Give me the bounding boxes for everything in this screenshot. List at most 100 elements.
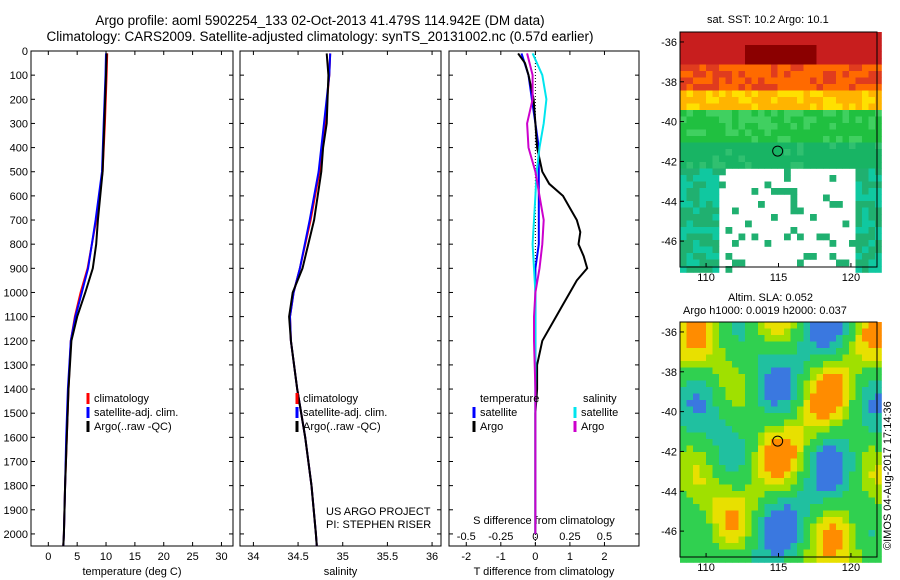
- sst-map-cell: [823, 71, 830, 78]
- sla-map-cell: [823, 341, 830, 349]
- sst-map-cell: [745, 58, 752, 65]
- sst-map-cell: [706, 136, 713, 143]
- sla-map-cell: [686, 426, 694, 433]
- sst-map-cell: [829, 32, 837, 39]
- sst-map-cell: [686, 51, 694, 59]
- sla-map-cell: [693, 536, 700, 544]
- sst-map-cell: [790, 38, 798, 46]
- sla-map-cell: [693, 419, 700, 427]
- sla-map-cell: [686, 549, 694, 557]
- sla-map-cell: [875, 452, 882, 459]
- sst-map-cell: [738, 123, 746, 130]
- sla-map-cell: [764, 530, 772, 537]
- sst-map-cell: [712, 142, 720, 150]
- sst-map-cell: [810, 129, 817, 137]
- sla-map-cell: [751, 523, 759, 531]
- sst-map-cell: [777, 116, 785, 124]
- sst-map-cell: [829, 51, 837, 59]
- sla-map-cell: [849, 504, 856, 511]
- sla-map-cell: [686, 497, 694, 505]
- sla-map-cell: [777, 478, 785, 485]
- sla-map-cell: [816, 374, 824, 381]
- sla-map-cell: [764, 400, 772, 407]
- sla-map-cell: [849, 380, 856, 388]
- sst-map-cell: [790, 129, 798, 137]
- sla-map-cell: [855, 458, 863, 466]
- sla-map-cell: [855, 517, 863, 524]
- sla-map-cell: [862, 419, 869, 427]
- sst-map-cell: [745, 71, 752, 78]
- sla-map-cell: [745, 393, 752, 401]
- sst-map-cell: [829, 129, 837, 137]
- sla-map-cell: [777, 517, 785, 524]
- sst-map-cell: [836, 51, 843, 59]
- sst-map-cell: [725, 77, 733, 85]
- sla-map-cell: [803, 393, 811, 401]
- sla-map-cell: [738, 322, 746, 329]
- sla-map-cell: [790, 497, 798, 505]
- sst-map-cell: [862, 214, 869, 221]
- sla-map-cell: [699, 452, 707, 459]
- sla-map-cell: [862, 393, 869, 401]
- sst-map-cell: [855, 220, 863, 228]
- sla-map-cell: [738, 328, 746, 336]
- sla-map-cell: [849, 426, 856, 433]
- sst-map-cell: [764, 142, 772, 150]
- salinity-diff-axis-label: S difference from climatology: [473, 515, 615, 527]
- sla-map-cell: [680, 406, 687, 414]
- sst-map-cell: [706, 45, 713, 52]
- sst-map-cell: [868, 259, 876, 267]
- sst-map-cell: [680, 129, 687, 137]
- sla-map-cell: [849, 348, 856, 355]
- sla-map-cell: [823, 517, 830, 524]
- sst-map-cell: [758, 38, 765, 46]
- sla-map-cell: [849, 543, 856, 550]
- sla-map-cell: [784, 543, 791, 550]
- sla-map-cell: [803, 380, 811, 388]
- sla-map-cell: [764, 452, 772, 459]
- sla-map-cell: [751, 419, 759, 427]
- sst-map-cell: [836, 38, 843, 46]
- sla-map-cell: [738, 413, 746, 420]
- sla-map-cell: [816, 419, 824, 427]
- sla-map-cell: [842, 328, 850, 336]
- sst-map-cell: [803, 58, 811, 65]
- sla-map-cell: [719, 361, 726, 368]
- sla-map-cell: [790, 380, 798, 388]
- sla-map-cell: [719, 497, 726, 505]
- sst-map-cell: [855, 32, 863, 39]
- sst-map-cell: [751, 64, 759, 72]
- sla-map-cell: [875, 530, 882, 537]
- sst-map-cell: [693, 103, 700, 111]
- sla-map-cell: [758, 510, 765, 518]
- sst-map-cell: [764, 155, 772, 163]
- depth-tick-label: 1400: [4, 384, 28, 396]
- sla-map-cell: [868, 517, 876, 524]
- sst-map-cell: [862, 129, 869, 137]
- sla-map-cell: [732, 341, 739, 349]
- sst-map-cell: [849, 32, 856, 39]
- sla-map-cell: [693, 432, 700, 440]
- sst-map-cell: [829, 142, 837, 150]
- sla-map-cell: [719, 510, 726, 518]
- sla-map-cell: [686, 348, 694, 355]
- sst-map-cell: [719, 116, 726, 124]
- sst-map-cell: [836, 84, 843, 91]
- sla-map-cell: [738, 341, 746, 349]
- sst-map-cell: [699, 84, 707, 91]
- sla-map-cell: [868, 354, 876, 362]
- sla-map-cell: [842, 354, 850, 362]
- sst-map-cell: [771, 136, 778, 143]
- sla-map-cell: [758, 445, 765, 453]
- sla-map-cell: [842, 478, 850, 485]
- sla-map-cell: [862, 504, 869, 511]
- sla-map-cell: [686, 361, 694, 368]
- sst-map-cell: [693, 266, 700, 273]
- sla-map-cell: [777, 354, 785, 362]
- sst-map-ytick-label: -40: [661, 117, 677, 129]
- sla-map-cell: [771, 335, 778, 342]
- sst-map-cell: [680, 116, 687, 124]
- sst-map-cell: [810, 136, 817, 143]
- sla-map-cell: [836, 445, 843, 453]
- sla-map-cell: [829, 517, 837, 524]
